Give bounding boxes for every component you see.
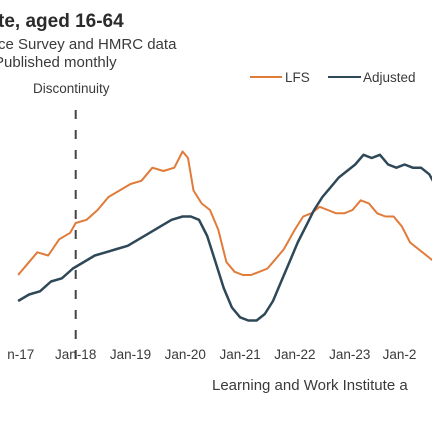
source-note: Learning and Work Institute a (212, 377, 408, 394)
x-tick-label: Jan-21 (219, 347, 260, 362)
chart-subtitle-line-1: ce Survey and HMRC data (0, 36, 177, 53)
legend-label-lfs: LFS (285, 70, 310, 85)
x-tick-label: Jan-19 (110, 347, 151, 362)
chart-subtitle-line-2: Published monthly (0, 54, 117, 71)
x-tick-label: n-17 (7, 347, 34, 362)
legend-label-adjusted: Adjusted (363, 70, 416, 85)
series-line-adjusted (17, 153, 432, 322)
x-tick-label: Jan-20 (165, 347, 206, 362)
x-tick-label: Jan-23 (329, 347, 370, 362)
legend: LFS Adjusted (250, 70, 416, 85)
chart-title: te, aged 16-64 (0, 11, 124, 32)
x-tick-label: Jan-22 (274, 347, 315, 362)
x-tick-label: Jan-2 (383, 347, 417, 362)
series-line-lfs (17, 150, 432, 276)
x-axis-tick-labels: n-17 Jan-18 Jan-19 Jan-20 Jan-21 Jan-22 Jan-23… (7, 347, 416, 362)
discontinuity-label: Discontinuity (33, 81, 110, 96)
x-tick-label: Jan-18 (55, 347, 96, 362)
